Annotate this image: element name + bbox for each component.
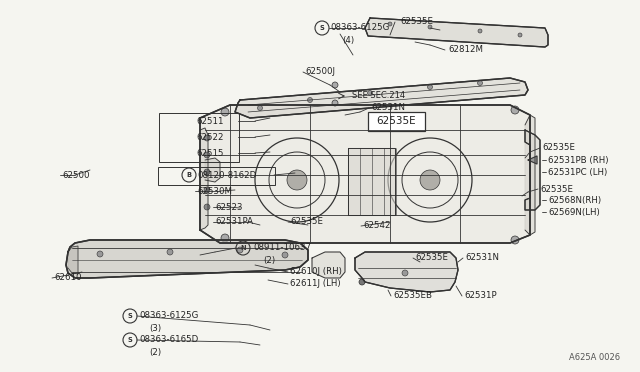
Circle shape xyxy=(511,236,519,244)
Circle shape xyxy=(97,251,103,257)
Text: 62530M: 62530M xyxy=(197,186,232,196)
Text: A625A 0026: A625A 0026 xyxy=(569,353,620,362)
Circle shape xyxy=(221,234,229,242)
Text: (2): (2) xyxy=(149,347,161,356)
Circle shape xyxy=(402,270,408,276)
Text: 62522: 62522 xyxy=(196,132,223,141)
Text: 62515: 62515 xyxy=(196,148,223,157)
Circle shape xyxy=(307,97,312,103)
FancyBboxPatch shape xyxy=(368,112,425,131)
Text: 62812M: 62812M xyxy=(448,45,483,55)
Polygon shape xyxy=(528,156,537,164)
Circle shape xyxy=(167,249,173,255)
Text: 08120-8162D: 08120-8162D xyxy=(197,170,256,180)
Circle shape xyxy=(257,106,262,110)
Circle shape xyxy=(367,90,372,96)
Text: 62610: 62610 xyxy=(54,273,81,282)
Text: 62535E: 62535E xyxy=(376,116,416,126)
Circle shape xyxy=(428,25,432,29)
Text: 08363-6125G: 08363-6125G xyxy=(330,23,389,32)
Text: S: S xyxy=(319,25,324,31)
Text: 08363-6165D: 08363-6165D xyxy=(139,336,198,344)
Text: (2): (2) xyxy=(263,256,275,264)
Text: 62500: 62500 xyxy=(62,170,90,180)
Circle shape xyxy=(204,152,210,158)
Circle shape xyxy=(204,187,210,193)
Text: (3): (3) xyxy=(149,324,161,333)
Circle shape xyxy=(518,33,522,37)
Text: 62610J (RH): 62610J (RH) xyxy=(290,267,342,276)
Text: 62569N(LH): 62569N(LH) xyxy=(548,208,600,217)
Circle shape xyxy=(332,100,338,106)
Text: 62500J: 62500J xyxy=(305,67,335,77)
Circle shape xyxy=(388,22,392,26)
Polygon shape xyxy=(355,252,458,292)
Circle shape xyxy=(204,204,210,210)
Polygon shape xyxy=(200,105,530,243)
Text: N: N xyxy=(240,245,246,251)
Text: 08363-6125G: 08363-6125G xyxy=(139,311,198,321)
Circle shape xyxy=(221,108,229,116)
Text: 62611J (LH): 62611J (LH) xyxy=(290,279,340,289)
Polygon shape xyxy=(235,78,528,118)
Text: B: B xyxy=(186,172,191,178)
Text: SEE SEC.214: SEE SEC.214 xyxy=(352,92,405,100)
Text: 62535E: 62535E xyxy=(290,218,323,227)
Text: 62535E: 62535E xyxy=(542,144,575,153)
Polygon shape xyxy=(312,252,345,278)
Text: (4): (4) xyxy=(342,35,354,45)
Text: 62535E: 62535E xyxy=(540,185,573,193)
Circle shape xyxy=(204,169,210,175)
Text: S: S xyxy=(127,337,132,343)
Text: 62531PC (LH): 62531PC (LH) xyxy=(548,167,607,176)
Text: 62535E: 62535E xyxy=(400,17,433,26)
Text: 62531N: 62531N xyxy=(465,253,499,263)
Polygon shape xyxy=(365,18,548,47)
Circle shape xyxy=(428,84,433,90)
Text: 62511: 62511 xyxy=(196,116,223,125)
Circle shape xyxy=(282,252,288,258)
Circle shape xyxy=(478,29,482,33)
Polygon shape xyxy=(205,158,220,182)
Circle shape xyxy=(332,82,338,88)
Text: 62531PB (RH): 62531PB (RH) xyxy=(548,155,609,164)
Polygon shape xyxy=(200,128,208,230)
Polygon shape xyxy=(525,130,540,210)
Text: 62542: 62542 xyxy=(363,221,390,231)
Circle shape xyxy=(511,106,519,114)
Circle shape xyxy=(477,80,483,86)
Circle shape xyxy=(237,247,243,253)
Polygon shape xyxy=(525,115,535,235)
Text: 62531P: 62531P xyxy=(464,292,497,301)
Text: 62523: 62523 xyxy=(215,202,243,212)
Text: S: S xyxy=(127,313,132,319)
Text: 62535E: 62535E xyxy=(415,253,448,263)
Circle shape xyxy=(204,135,210,141)
Circle shape xyxy=(287,170,307,190)
Text: 62531PA: 62531PA xyxy=(215,218,253,227)
Circle shape xyxy=(359,279,365,285)
Text: 62531N: 62531N xyxy=(371,103,405,112)
Polygon shape xyxy=(68,246,78,274)
Text: 08911-10637: 08911-10637 xyxy=(253,244,311,253)
Text: 62568N(RH): 62568N(RH) xyxy=(548,196,601,205)
Text: 62535EB: 62535EB xyxy=(393,292,432,301)
Polygon shape xyxy=(66,240,308,278)
Circle shape xyxy=(420,170,440,190)
Polygon shape xyxy=(348,148,395,215)
